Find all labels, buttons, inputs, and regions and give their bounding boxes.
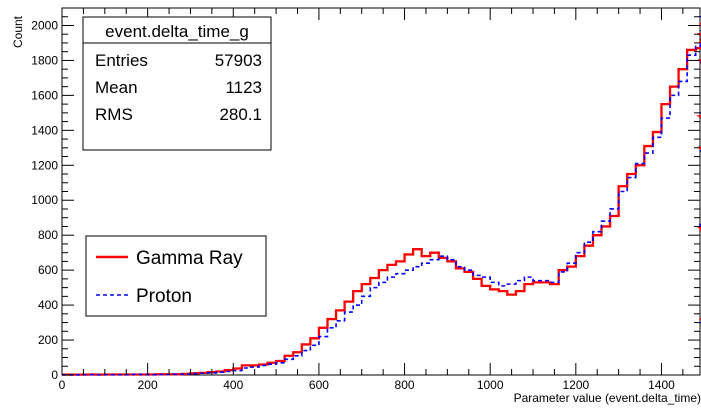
x-tick-label: 200 (138, 378, 158, 392)
y-axis-title: Count (11, 15, 25, 48)
legend-label-proton: Proton (136, 286, 192, 307)
stats-entries-value: 57903 (215, 51, 262, 70)
stats-entries-label: Entries (95, 51, 148, 70)
y-tick-label: 1800 (31, 53, 58, 67)
y-tick-label: 200 (38, 333, 58, 347)
x-axis-title: Parameter value (event.delta_time) (514, 391, 701, 405)
stats-rms-label: RMS (95, 105, 133, 124)
stats-box-title: event.delta_time_g (105, 22, 249, 41)
x-tick-label: 400 (223, 378, 243, 392)
legend: Gamma Ray Proton (85, 235, 267, 317)
y-tick-label: 1200 (31, 158, 58, 172)
x-tick-label: 1000 (477, 378, 504, 392)
legend-frame (85, 235, 267, 317)
stats-box-frame (82, 16, 272, 151)
x-tick-label: 1200 (562, 378, 589, 392)
x-tick-label: 800 (395, 378, 415, 392)
x-tick-label: 1400 (648, 378, 675, 392)
y-tick-label: 1000 (31, 193, 58, 207)
stats-box: event.delta_time_g Entries 57903 Mean 11… (82, 16, 272, 151)
y-tick-label: 1600 (31, 88, 58, 102)
y-tick-label: 400 (38, 298, 58, 312)
stats-rms-value: 280.1 (219, 105, 262, 124)
legend-label-gamma-ray: Gamma Ray (136, 248, 243, 269)
y-tick-label: 0 (51, 368, 58, 382)
x-tick-label: 600 (309, 378, 329, 392)
y-tick-label: 1400 (31, 123, 58, 137)
series-proton (62, 15, 701, 376)
stats-mean-label: Mean (95, 78, 138, 97)
y-tick-label: 600 (38, 263, 58, 277)
stats-mean-value: 1123 (225, 78, 262, 97)
x-tick-label: 0 (59, 378, 66, 392)
y-tick-label: 800 (38, 228, 58, 242)
y-tick-label: 2000 (31, 18, 58, 32)
